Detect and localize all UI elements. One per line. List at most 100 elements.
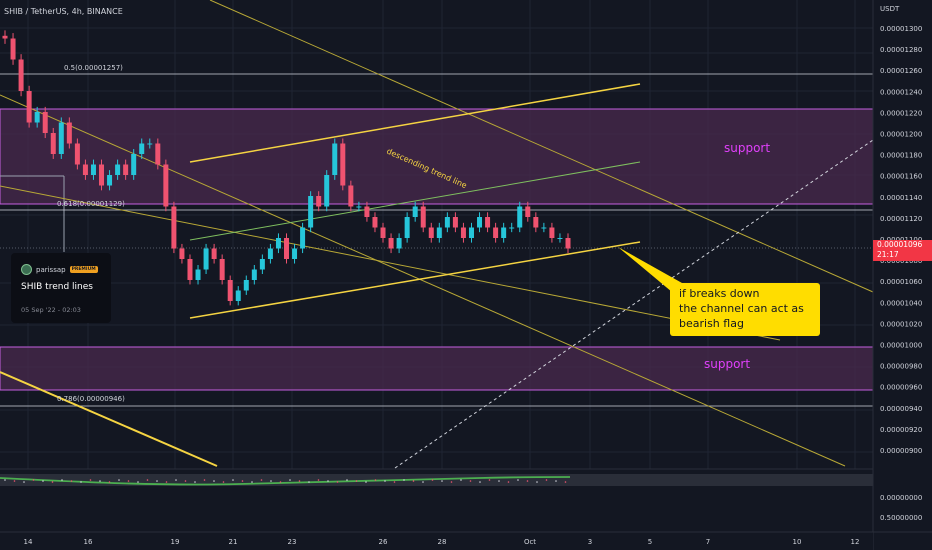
- channel-middle-green: [189, 161, 641, 241]
- indicator-dot: [13, 480, 16, 482]
- candle-body: [115, 164, 121, 175]
- indicator-dot: [203, 479, 206, 481]
- indicator-dot: [498, 480, 500, 482]
- channel-lower-yellow: [189, 241, 641, 319]
- date-tick-label: 14: [24, 538, 33, 546]
- price-tick-label: 0.00001040: [880, 299, 922, 307]
- indicator-dot: [270, 480, 272, 482]
- candle-body: [171, 206, 177, 249]
- indicator-dot: [184, 480, 187, 482]
- candle-body: [412, 206, 418, 217]
- indicator-dot: [260, 479, 263, 481]
- indicator-dot: [4, 479, 6, 481]
- candle-body: [541, 227, 547, 229]
- date-tick-label: 26: [379, 538, 388, 546]
- price-tick-label: 0.00000960: [880, 384, 922, 392]
- indicator-dot: [298, 480, 301, 482]
- candle-body: [348, 185, 354, 207]
- indicator-dot: [327, 480, 329, 482]
- indicator-dot: [526, 480, 529, 482]
- candle-body: [380, 227, 386, 238]
- callout-pointer: [618, 247, 682, 292]
- candle-body: [509, 227, 515, 229]
- candle-body: [332, 143, 338, 175]
- indicator-dot: [279, 481, 282, 483]
- premium-badge: PREMIUM: [69, 266, 98, 273]
- indicator-dot: [80, 481, 82, 483]
- date-tick-label: 5: [648, 538, 652, 546]
- price-tick-label: 0.00001080: [880, 257, 922, 265]
- author-name[interactable]: parissap: [36, 265, 66, 274]
- candle-body: [90, 164, 96, 175]
- candle-body: [428, 227, 434, 238]
- candle-body: [316, 196, 322, 207]
- price-tick-label: 0.50000000: [880, 514, 922, 522]
- candles: [2, 30, 571, 306]
- plot-area[interactable]: [0, 0, 873, 532]
- long-descending-yellow: [0, 371, 218, 467]
- candle-body: [163, 164, 169, 207]
- candle-body: [227, 280, 233, 301]
- candle-body: [18, 59, 24, 91]
- idea-title: SHIB trend lines: [21, 282, 93, 292]
- candle-body: [139, 143, 145, 154]
- indicator-dot: [137, 481, 139, 483]
- candle-body: [147, 143, 153, 145]
- callout-line1: if breaks down: [679, 287, 760, 300]
- price-axis[interactable]: [873, 0, 932, 532]
- callout-box: [670, 283, 820, 336]
- candle-body: [219, 259, 225, 280]
- price-tick-label: 0.00001180: [880, 152, 922, 160]
- price-tick-label: 0.00001220: [880, 109, 922, 117]
- indicator-dot: [564, 481, 567, 483]
- candle-body: [107, 175, 113, 186]
- candle-body: [42, 112, 48, 133]
- indicator-dots: [4, 479, 567, 483]
- indicator-dot: [384, 480, 386, 482]
- indicator-dot: [42, 480, 44, 482]
- publisher-card[interactable]: parissap PREMIUM SHIB trend lines 05 Sep…: [11, 253, 111, 323]
- candle-body: [452, 217, 458, 228]
- time-axis[interactable]: [0, 532, 873, 550]
- candle-body: [364, 206, 370, 217]
- indicator-dot: [317, 479, 320, 481]
- candle-body: [444, 217, 450, 228]
- price-tick-label: 0.00001120: [880, 215, 922, 223]
- price-tick-label: 0.00001280: [880, 46, 922, 54]
- indicator-dot: [460, 479, 462, 481]
- date-tick-label: 19: [171, 538, 180, 546]
- bar-countdown: 21:17: [877, 250, 899, 259]
- indicator-dot: [346, 479, 348, 481]
- indicator-dot: [118, 479, 120, 481]
- candle-body: [267, 248, 273, 259]
- indicator-dot: [536, 481, 538, 483]
- symbol-header: SHIB / TetherUS, 4h, BINANCE: [4, 7, 123, 16]
- candle-body: [10, 38, 16, 60]
- author-avatar[interactable]: [21, 264, 32, 275]
- indicator-dot: [108, 481, 111, 483]
- candle-body: [340, 143, 346, 186]
- candle-body: [235, 290, 241, 301]
- indicator-dot: [251, 481, 253, 483]
- indicator-dot: [507, 481, 510, 483]
- candle-body: [34, 112, 40, 123]
- candle-body: [485, 217, 491, 228]
- date-tick-label: Oct: [524, 538, 536, 546]
- indicator-dot: [241, 480, 244, 482]
- candle-body: [243, 280, 249, 291]
- candle-body: [187, 259, 193, 280]
- candle-body: [66, 122, 72, 144]
- fib-05-label: 0.5(0.00001257): [64, 64, 123, 72]
- candle-body: [58, 122, 64, 154]
- candle-body: [549, 227, 555, 238]
- date-tick-label: 16: [84, 538, 93, 546]
- date-tick-label: 21: [229, 538, 238, 546]
- idea-date: 05 Sep '22 - 02:03: [21, 306, 81, 314]
- candle-body: [324, 175, 330, 207]
- indicator-band: [0, 474, 873, 486]
- callout-line2: the channel can act as: [679, 302, 804, 315]
- price-tick-label: 0.00000900: [880, 447, 922, 455]
- indicator-dot: [365, 481, 367, 483]
- support-label-lower: support: [704, 357, 750, 371]
